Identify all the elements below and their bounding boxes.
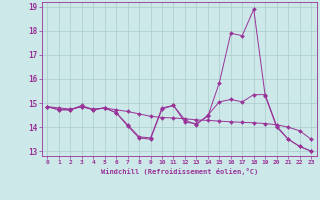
X-axis label: Windchill (Refroidissement éolien,°C): Windchill (Refroidissement éolien,°C) xyxy=(100,168,258,175)
